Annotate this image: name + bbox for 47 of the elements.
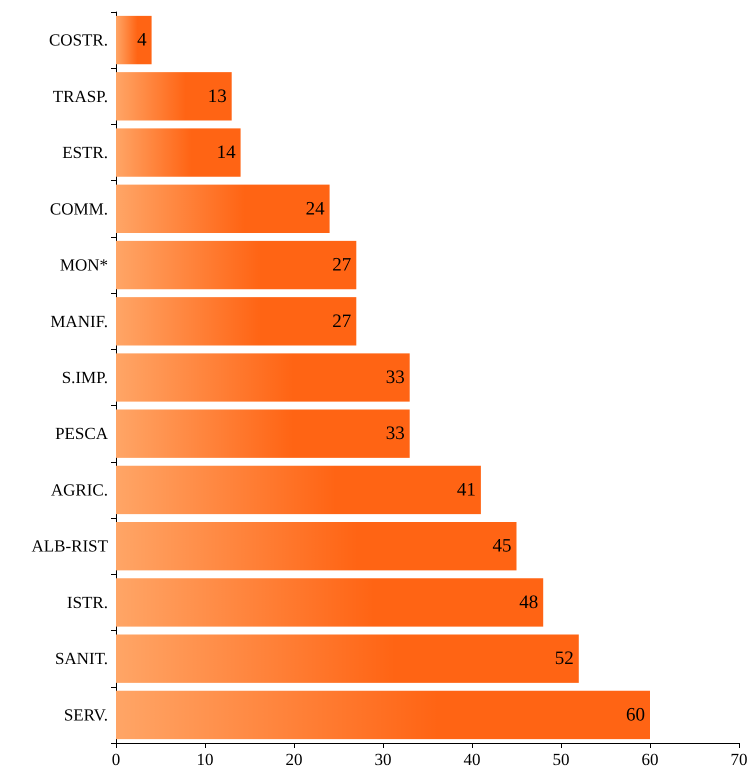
data-label: 45 [492,536,512,557]
x-tick-label: 70 [730,750,748,769]
y-tick-label: ISTR. [66,592,108,612]
bar [116,72,232,121]
bar [116,410,410,458]
bar [116,522,516,570]
data-label: 41 [456,479,476,500]
y-tick-label: SERV. [64,705,108,724]
y-tick-label: ALB-RIST [32,536,109,556]
y-tick-label: COSTR. [48,30,108,50]
bar [116,634,579,683]
bar [116,353,410,402]
y-tick-label: MON* [60,256,108,275]
data-label: 60 [626,704,645,726]
y-tick-label: PESCA [55,424,109,444]
data-label: 13 [208,86,227,107]
x-tick-label: 40 [464,750,480,769]
x-tick-label: 30 [374,750,392,769]
bar [116,184,330,233]
data-label: 27 [332,310,352,332]
bar [116,297,356,346]
data-label: 24 [306,198,326,220]
bar [116,128,241,177]
y-tick-label: S.IMP. [62,368,108,387]
y-tick-label: TRASP. [52,86,108,106]
data-label: 52 [554,648,574,670]
x-tick-label: 20 [286,750,302,769]
y-tick-label: COMM. [50,199,108,218]
x-tick-label: 0 [112,750,120,769]
y-tick-label: SANIT. [54,649,108,668]
data-label: 14 [216,142,236,164]
data-label: 33 [386,423,405,444]
bar [116,578,544,627]
bar [116,690,650,740]
y-tick-label: MANIF. [50,312,108,331]
bar [116,16,152,64]
data-label: 27 [332,254,352,276]
data-label: 4 [137,30,148,51]
data-label: 33 [386,367,405,388]
x-tick-label: 50 [552,750,570,769]
x-tick-label: 10 [196,750,214,769]
y-tick-label: AGRIC. [50,480,108,500]
bar [116,240,356,290]
bar [116,466,481,514]
x-tick-label: 60 [642,750,658,769]
data-label: 48 [519,592,538,613]
y-tick-label: ESTR. [62,143,108,162]
